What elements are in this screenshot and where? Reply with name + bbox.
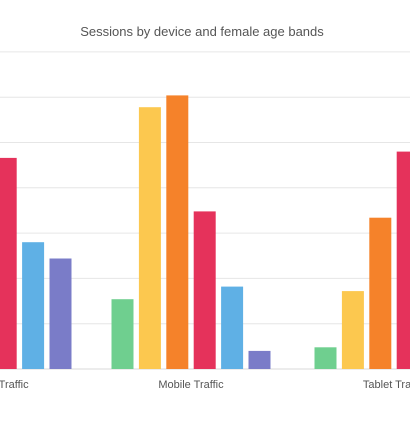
bar	[193, 211, 216, 369]
x-tick-label: Desktop Traffic	[0, 379, 29, 391]
bar	[111, 299, 134, 369]
bar	[49, 258, 72, 369]
x-tick-label: Tablet Traffic	[363, 379, 410, 391]
bar	[369, 217, 392, 369]
bar	[341, 291, 364, 369]
chart-title: Sessions by device and female age bands	[80, 24, 324, 39]
bar	[221, 286, 244, 369]
bar	[396, 151, 410, 369]
bar	[138, 107, 161, 369]
bars	[0, 95, 410, 370]
bar	[314, 347, 337, 369]
bar	[248, 350, 271, 369]
x-tick-label: Mobile Traffic	[158, 379, 224, 391]
bar	[0, 157, 17, 369]
bar	[166, 95, 189, 370]
bar	[22, 242, 45, 369]
x-tick-labels: Desktop Traffic Mobile Traffic Tablet Traf…	[0, 379, 410, 391]
